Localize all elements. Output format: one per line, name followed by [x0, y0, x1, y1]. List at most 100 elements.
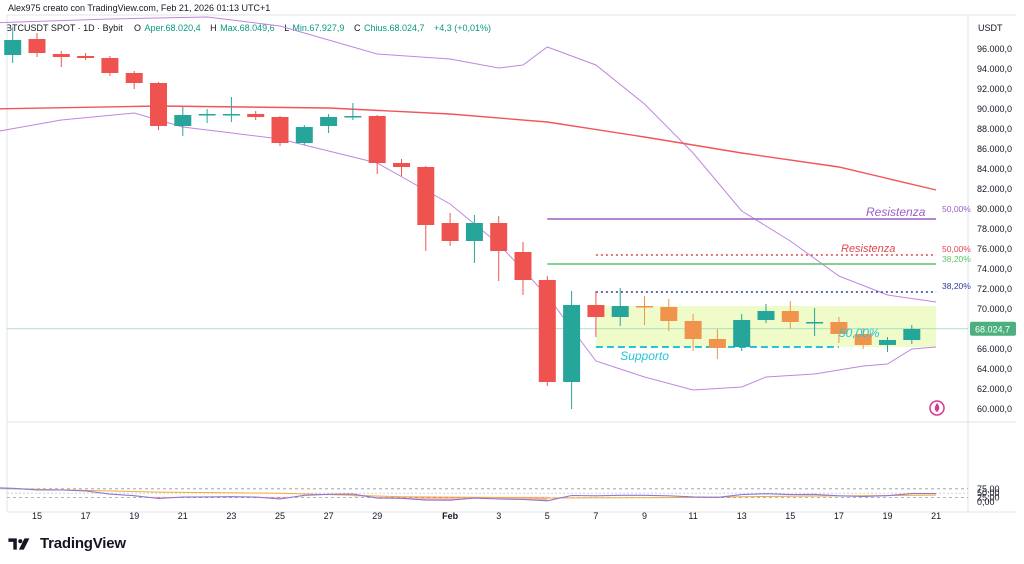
candle [708, 329, 726, 359]
candle [514, 242, 532, 295]
time-tick-label: 15 [785, 511, 795, 521]
candle-body [125, 73, 143, 83]
candle [368, 115, 386, 174]
annotation-label: Supporto [620, 349, 669, 363]
price-tick-label: 86.000,0 [977, 144, 1012, 154]
current-price-label: 68.024,7 [975, 324, 1010, 334]
time-tick-label: Feb [442, 511, 459, 521]
candle-body [465, 223, 483, 241]
candle-body [684, 321, 702, 339]
price-tick-label: 88.000,0 [977, 124, 1012, 134]
candle [757, 304, 775, 323]
time-tick-label: 17 [81, 511, 91, 521]
candle-body [879, 340, 896, 345]
candle-body [563, 305, 581, 382]
price-tick-label: 78.000,0 [977, 224, 1012, 234]
candle [28, 33, 46, 57]
candle-body [708, 339, 726, 348]
candle-body [636, 306, 653, 308]
currency-label: USDT [978, 23, 1003, 33]
time-tick-label: 21 [178, 511, 188, 521]
candle-body [101, 58, 119, 73]
change-value: +4,3 (+0,01%) [434, 23, 492, 33]
candle-body [150, 83, 167, 126]
candle [295, 125, 313, 145]
candle [320, 114, 338, 133]
time-tick-label: 29 [372, 511, 382, 521]
time-tick-label: 13 [737, 511, 747, 521]
bollinger-lower-line [0, 112, 937, 391]
rsi-tick-label: 50,00 [977, 488, 1000, 498]
candle-body [222, 114, 240, 116]
price-tick-label: 82.000,0 [977, 184, 1012, 194]
time-tick-label: 3 [496, 511, 501, 521]
candle [587, 291, 605, 337]
candle [417, 166, 435, 251]
candle [538, 276, 556, 386]
annotation-label: 50,00% [942, 244, 971, 254]
candle [830, 317, 848, 343]
candle [247, 111, 265, 120]
candle [222, 97, 240, 122]
candle-body [344, 116, 362, 118]
candle [490, 216, 508, 281]
candle-body [77, 56, 95, 58]
time-tick-label: 23 [226, 511, 236, 521]
candle-body [757, 311, 775, 320]
candle [806, 308, 824, 336]
candle [198, 109, 216, 123]
candle-body [320, 117, 338, 126]
close-label: C [353, 23, 361, 33]
time-tick-label: 7 [593, 511, 598, 521]
time-tick-label: 19 [129, 511, 139, 521]
brand[interactable]: TradingView [8, 535, 126, 552]
time-tick-label: 19 [882, 511, 892, 521]
candle-body [806, 322, 824, 324]
candle-body [441, 223, 459, 241]
candle [344, 103, 362, 120]
candle [465, 215, 483, 263]
high-value: Max.68.049,6 [220, 23, 275, 33]
candle-body [660, 307, 678, 321]
time-tick-label: 5 [545, 511, 550, 521]
annotation-label: Resistenza [841, 243, 895, 255]
time-tick-label: 27 [324, 511, 334, 521]
candle [393, 159, 410, 176]
annotation-label: 38,20% [942, 254, 971, 264]
candle [271, 116, 289, 146]
candle-body [733, 320, 751, 347]
price-tick-label: 84.000,0 [977, 164, 1012, 174]
candle-body [781, 311, 799, 322]
candle-body [174, 115, 192, 126]
time-tick-label: 17 [834, 511, 844, 521]
candle-body [514, 252, 532, 280]
time-tick-label: 15 [32, 511, 42, 521]
candle [4, 27, 22, 63]
candle-body [295, 127, 313, 143]
candle [563, 291, 581, 409]
open-label: O [134, 23, 142, 33]
candle-body [611, 306, 629, 317]
flame-icon [929, 400, 945, 416]
price-tick-label: 70.000,0 [977, 304, 1012, 314]
brand-name: TradingView [40, 535, 126, 552]
price-tick-label: 64.000,0 [977, 364, 1012, 374]
candle-body [854, 334, 872, 345]
price-tick-label: 60.000,0 [977, 404, 1012, 414]
rsi-tick-label: 75,00 [977, 484, 1000, 494]
price-tick-label: 80.000,0 [977, 204, 1012, 214]
candle [611, 288, 629, 326]
rsi-line [0, 487, 937, 502]
high-label: H [210, 23, 217, 33]
annotation-label: 38,20% [942, 281, 971, 291]
candle [52, 51, 70, 67]
open-value: Aper.68.020,4 [144, 23, 201, 33]
rsi-oversold-fill [255, 495, 305, 499]
candle [684, 314, 702, 351]
flame-icon-shape [934, 403, 940, 412]
price-tick-label: 92.000,0 [977, 84, 1012, 94]
candle-body [393, 163, 410, 167]
candle [903, 325, 921, 344]
